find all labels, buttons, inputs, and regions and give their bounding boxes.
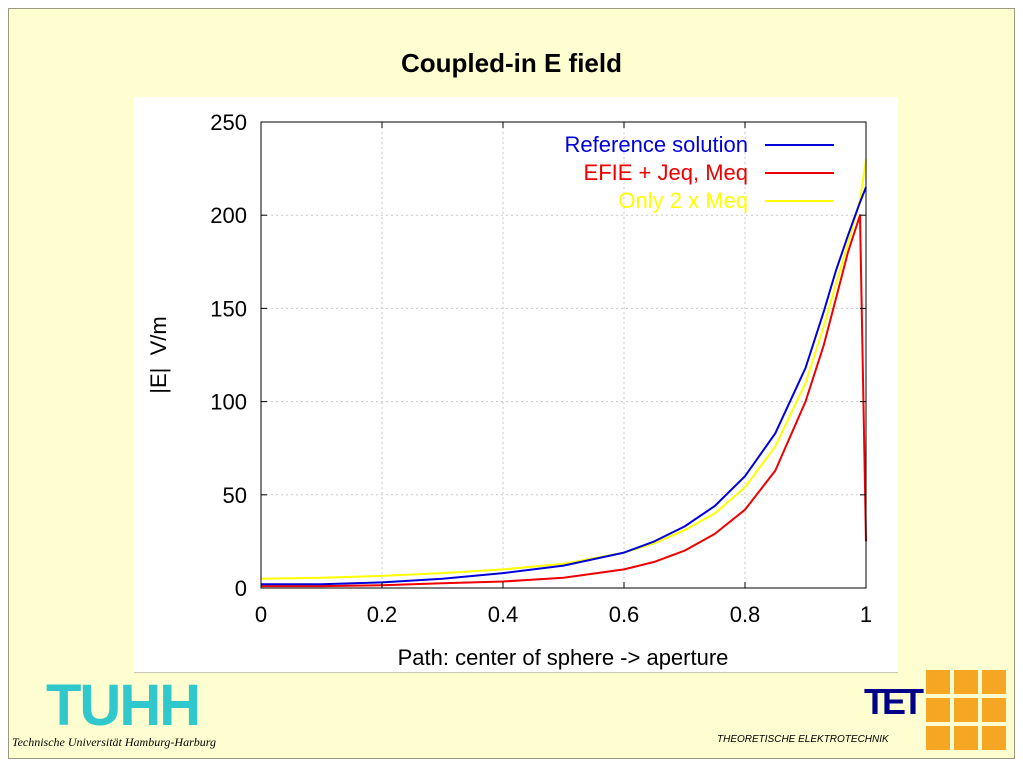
legend-label-1: Reference solution xyxy=(565,132,748,157)
grid xyxy=(261,122,866,588)
y-tick-label: 50 xyxy=(223,483,247,508)
tet-grid-cell xyxy=(926,698,950,722)
x-tick-label: 0.8 xyxy=(730,602,761,627)
y-tick-label: 200 xyxy=(210,203,247,228)
y-tick-label: 150 xyxy=(210,296,247,321)
tet-logo-text: TET xyxy=(864,681,924,722)
tet-subtitle: THEORETISCHE ELEKTROTECHNIK xyxy=(717,734,889,745)
x-tick-label: 1 xyxy=(860,602,872,627)
legend: Reference solution EFIE + Jeq, Meq Only 2 … xyxy=(565,132,834,213)
tuhh-subtitle: Technische Universität Hamburg-Harburg xyxy=(12,735,216,749)
tet-grid-cell xyxy=(954,698,978,722)
legend-label-3: Only 2 x Meq xyxy=(618,188,748,213)
tet-grid-cell xyxy=(926,670,950,694)
series-layer xyxy=(260,159,867,588)
tet-grid-cell xyxy=(982,726,1006,750)
y-tick-label: 0 xyxy=(235,576,247,601)
tet-grid-cell xyxy=(982,670,1006,694)
x-tick-label: 0 xyxy=(255,602,267,627)
x-tick-label: 0.2 xyxy=(367,602,398,627)
y-axis-label: |E| V/m xyxy=(146,316,171,393)
line-chart: 0 0.2 0.4 0.6 0.8 1 0 50 100 150 200 250 Reference … xyxy=(146,110,872,670)
x-tick-label: 0.6 xyxy=(609,602,640,627)
series-line-3 xyxy=(260,159,867,580)
tet-logo: TET xyxy=(864,670,1006,750)
chart-panel: 0 0.2 0.4 0.6 0.8 1 0 50 100 150 200 250 Reference … xyxy=(134,97,898,672)
plot-frame xyxy=(260,121,867,589)
series-line-2 xyxy=(261,214,867,588)
ticks: 0 0.2 0.4 0.6 0.8 1 0 50 100 150 200 250 xyxy=(210,110,872,627)
tet-grid-icon xyxy=(926,670,1006,750)
tet-grid-cell xyxy=(954,726,978,750)
y-tick-label: 250 xyxy=(210,110,247,135)
tuhh-logo: TUHH xyxy=(46,673,201,738)
tet-grid-cell xyxy=(954,670,978,694)
y-tick-label: 100 xyxy=(210,390,247,415)
tet-grid-cell xyxy=(982,698,1006,722)
legend-label-2: EFIE + Jeq, Meq xyxy=(584,160,748,185)
slide-title: Coupled-in E field xyxy=(401,48,622,78)
x-axis-label: Path: center of sphere -> aperture xyxy=(398,645,729,670)
tet-grid-cell xyxy=(926,726,950,750)
footer-divider xyxy=(134,672,898,673)
series-line-1 xyxy=(261,186,867,586)
x-tick-label: 0.4 xyxy=(488,602,519,627)
